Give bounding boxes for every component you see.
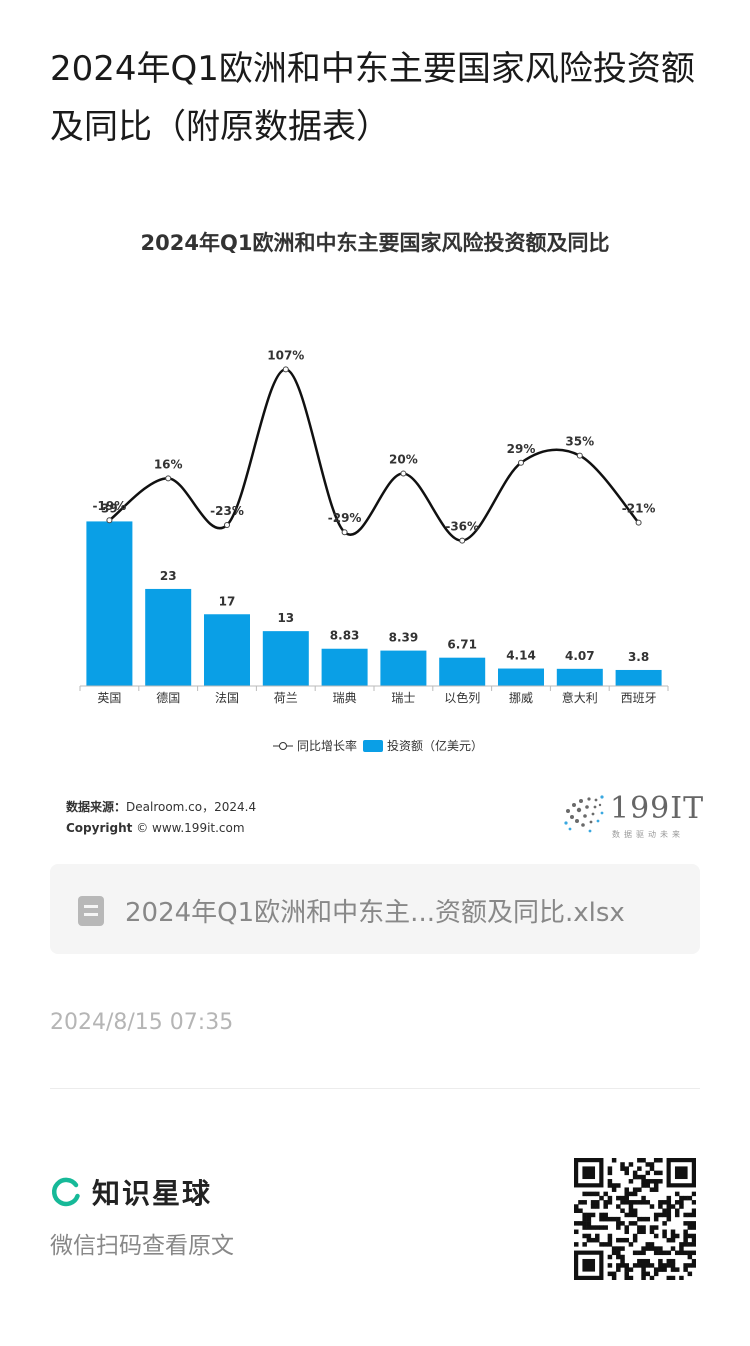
bar-value-label: 13 xyxy=(277,611,294,625)
bar xyxy=(262,631,309,686)
article-title: 2024年Q1欧洲和中东主要国家风险投资额及同比（附原数据表） xyxy=(50,49,695,147)
x-tick-label: 瑞典 xyxy=(333,691,357,705)
bar-value-label: 17 xyxy=(219,594,236,608)
bar xyxy=(498,668,544,686)
x-tick-label: 英国 xyxy=(97,691,121,705)
line-point xyxy=(224,522,230,529)
x-tick-label: 以色列 xyxy=(444,691,480,705)
line-point xyxy=(518,459,524,466)
logo-text: 199IT xyxy=(610,791,705,826)
bar xyxy=(321,648,368,686)
line-point xyxy=(165,475,172,482)
bar xyxy=(556,668,603,686)
bar xyxy=(145,588,192,686)
legend-label: 投资额（亿美元） xyxy=(387,738,483,753)
line-value-label: -29% xyxy=(328,511,362,525)
line-value-label: 20% xyxy=(389,453,418,467)
line-point xyxy=(576,452,583,459)
line-value-label: 107% xyxy=(267,348,304,362)
attachment-file[interactable]: 2024年Q1欧洲和中东主...资额及同比.xlsx xyxy=(50,864,700,954)
bar-value-label: 6.71 xyxy=(447,638,477,652)
line-value-label: 29% xyxy=(507,442,536,456)
bar-value-label: 39 xyxy=(101,501,118,515)
scan-hint: 微信扫码查看原文 xyxy=(50,1233,234,1259)
bar xyxy=(380,650,427,686)
legend-bar-swatch xyxy=(363,740,383,752)
line-value-label: 16% xyxy=(154,457,183,471)
x-tick-label: 意大利 xyxy=(562,690,598,705)
bar-value-label: 4.14 xyxy=(506,649,536,663)
line-point xyxy=(106,517,113,524)
source-value: Dealroom.co，2024.4 xyxy=(126,800,257,814)
bar xyxy=(204,614,250,686)
line-value-label: -23% xyxy=(210,504,244,518)
199it-dots-icon xyxy=(564,795,604,833)
line-value-label: -21% xyxy=(622,502,656,516)
bar-value-label: 4.07 xyxy=(565,649,595,663)
chart-title: 2024年Q1欧洲和中东主要国家风险投资额及同比 xyxy=(140,231,610,255)
line-point xyxy=(459,537,466,544)
copyright-label: Copyright xyxy=(66,821,133,835)
file-name[interactable]: 2024年Q1欧洲和中东主...资额及同比.xlsx xyxy=(125,898,625,928)
chart-image[interactable]: 2024年Q1欧洲和中东主要国家风险投资额及同比 39 23 17 13 8.83 8.3… xyxy=(50,205,703,850)
qr-code-icon[interactable] xyxy=(574,1158,696,1280)
source-label: 数据来源： xyxy=(66,800,127,814)
x-tick-label: 法国 xyxy=(215,691,239,705)
copyright-value: © www.199it.com xyxy=(136,821,245,835)
publish-timestamp: 2024/8/15 07:35 xyxy=(50,1010,234,1035)
chart-source: 数据来源：Dealroom.co，2024.4 Copyright © www.… xyxy=(66,797,256,839)
zsxq-logo-icon xyxy=(51,1177,80,1207)
x-tick-label: 荷兰 xyxy=(274,691,298,705)
x-tick-label: 挪威 xyxy=(509,691,533,705)
line-point xyxy=(341,529,348,536)
line-point xyxy=(282,366,289,373)
logo-subtitle: 数据驱动未来 xyxy=(612,830,684,839)
x-tick-label: 瑞士 xyxy=(391,691,415,705)
x-tick-label: 德国 xyxy=(156,690,180,705)
chart-svg: 39 23 17 13 8.83 8.39 6.71 4.14 4.07 3.8 英国 德国 法国 荷兰 瑞… xyxy=(79,348,669,753)
growth-line xyxy=(108,368,640,542)
bar xyxy=(439,657,486,686)
bar-value-label: 23 xyxy=(160,569,177,583)
legend-label: 同比增长率 xyxy=(297,738,357,753)
bar-value-label: 8.83 xyxy=(330,629,360,643)
bar xyxy=(615,669,662,686)
line-value-label: 35% xyxy=(565,435,594,449)
bar-value-label: 3.8 xyxy=(628,650,649,664)
spreadsheet-file-icon xyxy=(78,896,104,926)
legend-line-marker xyxy=(279,742,287,750)
bar-value-label: 8.39 xyxy=(389,631,419,645)
bar xyxy=(86,521,133,686)
line-point xyxy=(400,470,407,477)
x-tick-label: 西班牙 xyxy=(621,691,657,705)
line-value-label: -19% xyxy=(93,499,127,513)
divider xyxy=(50,1088,700,1089)
line-value-label: -36% xyxy=(445,520,479,534)
brand-name: 知识星球 xyxy=(92,1177,213,1210)
line-point xyxy=(635,519,642,526)
199it-logo: 199IT 数据驱动未来 xyxy=(560,791,703,841)
